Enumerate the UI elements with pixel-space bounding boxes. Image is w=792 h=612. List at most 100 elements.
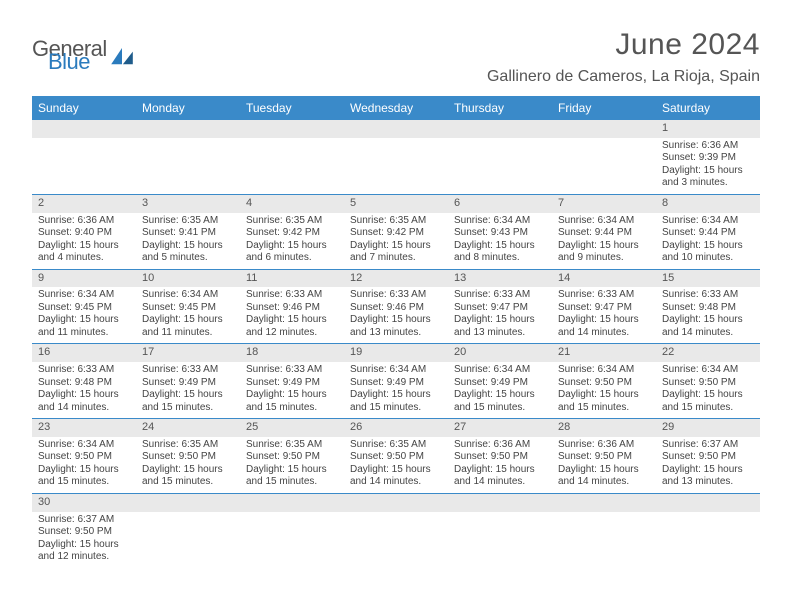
sunset-text: Sunset: 9:50 PM — [246, 451, 338, 464]
day-cell: 12Sunrise: 6:33 AMSunset: 9:46 PMDayligh… — [344, 270, 448, 344]
sunset-text: Sunset: 9:50 PM — [454, 451, 546, 464]
sunrise-text: Sunrise: 6:33 AM — [350, 289, 442, 302]
empty-cell — [448, 494, 552, 568]
day-number: 21 — [552, 344, 656, 362]
day-number — [240, 494, 344, 512]
sunset-text: Sunset: 9:50 PM — [662, 377, 754, 390]
day-number: 17 — [136, 344, 240, 362]
sunset-text: Sunset: 9:48 PM — [38, 377, 130, 390]
header: General Blue June 2024 Gallinero de Came… — [32, 28, 760, 86]
week-row: 30Sunrise: 6:37 AMSunset: 9:50 PMDayligh… — [32, 494, 760, 568]
sunrise-text: Sunrise: 6:34 AM — [558, 364, 650, 377]
day-body: Sunrise: 6:36 AMSunset: 9:50 PMDaylight:… — [448, 437, 552, 493]
day-number: 10 — [136, 270, 240, 288]
weekday-tuesday: Tuesday — [240, 96, 344, 120]
sunrise-text: Sunrise: 6:36 AM — [454, 439, 546, 452]
daylight-text: Daylight: 15 hours and 12 minutes. — [38, 539, 130, 564]
weekday-friday: Friday — [552, 96, 656, 120]
day-cell: 6Sunrise: 6:34 AMSunset: 9:43 PMDaylight… — [448, 195, 552, 269]
sunrise-text: Sunrise: 6:33 AM — [246, 364, 338, 377]
day-cell: 30Sunrise: 6:37 AMSunset: 9:50 PMDayligh… — [32, 494, 136, 568]
daylight-text: Daylight: 15 hours and 15 minutes. — [558, 389, 650, 414]
daylight-text: Daylight: 15 hours and 13 minutes. — [454, 314, 546, 339]
sunrise-text: Sunrise: 6:34 AM — [558, 215, 650, 228]
sunrise-text: Sunrise: 6:34 AM — [662, 215, 754, 228]
day-body: Sunrise: 6:33 AMSunset: 9:48 PMDaylight:… — [656, 287, 760, 343]
sunrise-text: Sunrise: 6:33 AM — [142, 364, 234, 377]
daylight-text: Daylight: 15 hours and 14 minutes. — [350, 464, 442, 489]
daylight-text: Daylight: 15 hours and 11 minutes. — [38, 314, 130, 339]
day-body: Sunrise: 6:35 AMSunset: 9:41 PMDaylight:… — [136, 213, 240, 269]
week-row: 2Sunrise: 6:36 AMSunset: 9:40 PMDaylight… — [32, 195, 760, 270]
day-body: Sunrise: 6:35 AMSunset: 9:50 PMDaylight:… — [136, 437, 240, 493]
sunrise-text: Sunrise: 6:33 AM — [246, 289, 338, 302]
day-body: Sunrise: 6:35 AMSunset: 9:50 PMDaylight:… — [344, 437, 448, 493]
daylight-text: Daylight: 15 hours and 13 minutes. — [662, 464, 754, 489]
sunrise-text: Sunrise: 6:34 AM — [454, 364, 546, 377]
empty-cell — [136, 494, 240, 568]
weekday-monday: Monday — [136, 96, 240, 120]
sunrise-text: Sunrise: 6:34 AM — [662, 364, 754, 377]
daylight-text: Daylight: 15 hours and 5 minutes. — [142, 240, 234, 265]
day-cell: 25Sunrise: 6:35 AMSunset: 9:50 PMDayligh… — [240, 419, 344, 493]
day-cell: 1Sunrise: 6:36 AMSunset: 9:39 PMDaylight… — [656, 120, 760, 194]
empty-cell — [32, 120, 136, 194]
sunset-text: Sunset: 9:41 PM — [142, 227, 234, 240]
sunset-text: Sunset: 9:44 PM — [558, 227, 650, 240]
day-number — [32, 120, 136, 138]
day-number: 5 — [344, 195, 448, 213]
sunrise-text: Sunrise: 6:35 AM — [142, 439, 234, 452]
day-body — [136, 138, 240, 144]
daylight-text: Daylight: 15 hours and 15 minutes. — [246, 464, 338, 489]
day-cell: 18Sunrise: 6:33 AMSunset: 9:49 PMDayligh… — [240, 344, 344, 418]
day-cell: 24Sunrise: 6:35 AMSunset: 9:50 PMDayligh… — [136, 419, 240, 493]
daylight-text: Daylight: 15 hours and 14 minutes. — [558, 314, 650, 339]
day-body — [240, 512, 344, 518]
sunrise-text: Sunrise: 6:34 AM — [454, 215, 546, 228]
daylight-text: Daylight: 15 hours and 11 minutes. — [142, 314, 234, 339]
sunset-text: Sunset: 9:50 PM — [558, 451, 650, 464]
day-body: Sunrise: 6:34 AMSunset: 9:49 PMDaylight:… — [344, 362, 448, 418]
daylight-text: Daylight: 15 hours and 3 minutes. — [662, 165, 754, 190]
sunset-text: Sunset: 9:50 PM — [350, 451, 442, 464]
day-body: Sunrise: 6:34 AMSunset: 9:50 PMDaylight:… — [656, 362, 760, 418]
day-number: 16 — [32, 344, 136, 362]
day-number: 27 — [448, 419, 552, 437]
day-cell: 11Sunrise: 6:33 AMSunset: 9:46 PMDayligh… — [240, 270, 344, 344]
daylight-text: Daylight: 15 hours and 10 minutes. — [662, 240, 754, 265]
day-number: 3 — [136, 195, 240, 213]
sunrise-text: Sunrise: 6:33 AM — [38, 364, 130, 377]
daylight-text: Daylight: 15 hours and 9 minutes. — [558, 240, 650, 265]
day-number — [136, 494, 240, 512]
sunrise-text: Sunrise: 6:36 AM — [38, 215, 130, 228]
day-number: 7 — [552, 195, 656, 213]
day-number: 19 — [344, 344, 448, 362]
sunset-text: Sunset: 9:46 PM — [246, 302, 338, 315]
daylight-text: Daylight: 15 hours and 7 minutes. — [350, 240, 442, 265]
day-body: Sunrise: 6:33 AMSunset: 9:48 PMDaylight:… — [32, 362, 136, 418]
day-number: 18 — [240, 344, 344, 362]
day-number: 29 — [656, 419, 760, 437]
day-number: 8 — [656, 195, 760, 213]
sunrise-text: Sunrise: 6:34 AM — [38, 439, 130, 452]
daylight-text: Daylight: 15 hours and 14 minutes. — [454, 464, 546, 489]
day-body: Sunrise: 6:37 AMSunset: 9:50 PMDaylight:… — [32, 512, 136, 568]
sunset-text: Sunset: 9:50 PM — [38, 451, 130, 464]
day-body — [552, 512, 656, 518]
daylight-text: Daylight: 15 hours and 13 minutes. — [350, 314, 442, 339]
day-number: 22 — [656, 344, 760, 362]
sunrise-text: Sunrise: 6:35 AM — [350, 215, 442, 228]
daylight-text: Daylight: 15 hours and 15 minutes. — [454, 389, 546, 414]
day-number — [448, 494, 552, 512]
day-number: 11 — [240, 270, 344, 288]
day-body — [344, 512, 448, 518]
sunrise-text: Sunrise: 6:34 AM — [350, 364, 442, 377]
weekday-sunday: Sunday — [32, 96, 136, 120]
day-body: Sunrise: 6:36 AMSunset: 9:50 PMDaylight:… — [552, 437, 656, 493]
daylight-text: Daylight: 15 hours and 6 minutes. — [246, 240, 338, 265]
brand-text: General Blue — [32, 40, 107, 71]
sunrise-text: Sunrise: 6:35 AM — [246, 439, 338, 452]
sunrise-text: Sunrise: 6:33 AM — [558, 289, 650, 302]
day-cell: 3Sunrise: 6:35 AMSunset: 9:41 PMDaylight… — [136, 195, 240, 269]
day-body: Sunrise: 6:33 AMSunset: 9:49 PMDaylight:… — [240, 362, 344, 418]
